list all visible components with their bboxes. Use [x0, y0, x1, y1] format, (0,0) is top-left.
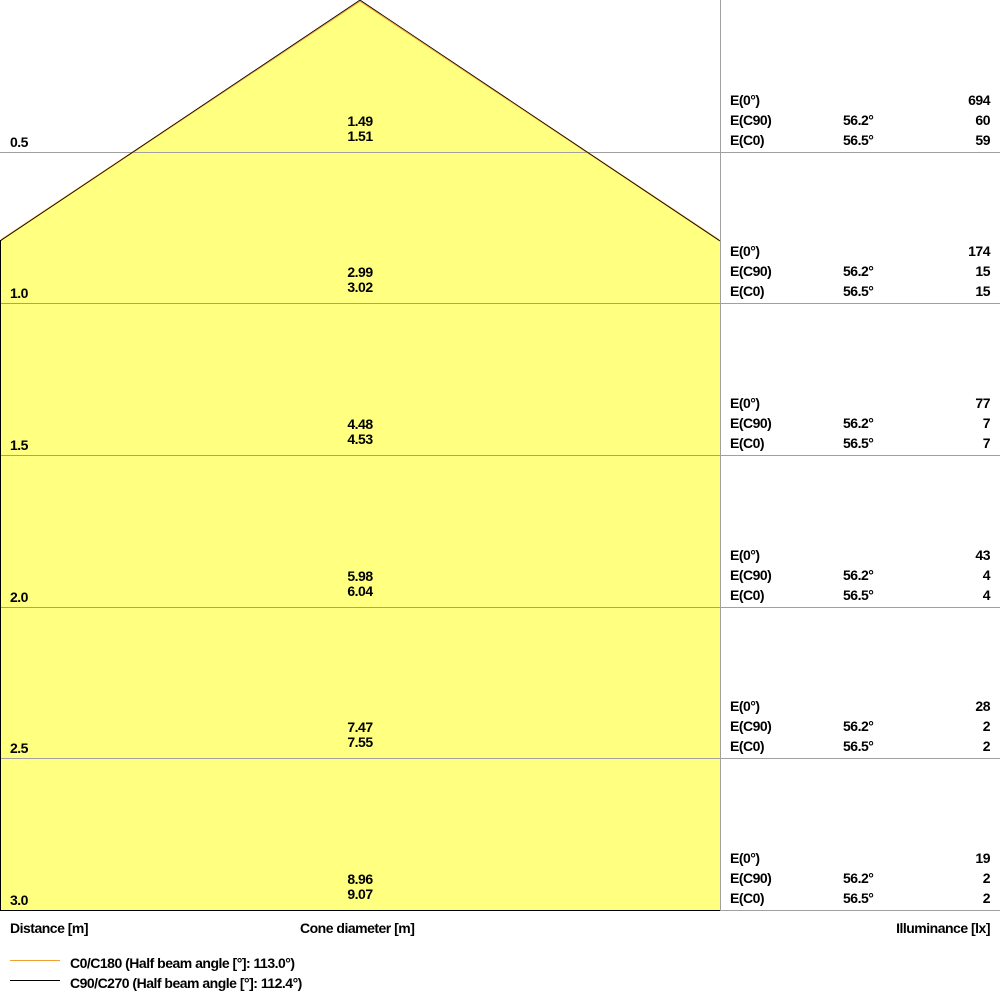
ec0-label: E(C0)	[730, 738, 765, 754]
e0-label: E(0°)	[730, 395, 760, 411]
cone-diameter-c0: 3.02	[347, 279, 373, 295]
cone-diameter-c90: 7.47	[347, 719, 373, 735]
e0-value: 19	[975, 850, 990, 866]
distance-label: 2.5	[10, 740, 28, 756]
distance-label: 1.5	[10, 437, 28, 453]
distance-axis-label: Distance [m]	[10, 920, 89, 936]
ec90-label: E(C90)	[730, 263, 772, 279]
ec0-label: E(C0)	[730, 283, 765, 299]
ec0-value: 4	[982, 587, 991, 603]
ec0-label: E(C0)	[730, 890, 765, 906]
ec0-value: 7	[982, 435, 991, 451]
ec90-angle: 56.2°	[843, 263, 874, 279]
ec90-label: E(C90)	[730, 112, 772, 128]
cone-diameter-c90: 4.48	[347, 416, 373, 432]
ec90-value: 60	[975, 112, 990, 128]
cone-diameter-c0: 9.07	[347, 886, 373, 902]
ec90-label: E(C90)	[730, 870, 772, 886]
e0-value: 77	[975, 395, 990, 411]
cone-diameter-c90: 8.96	[347, 871, 373, 887]
ec90-value: 4	[982, 567, 991, 583]
cone-diameter-c0: 7.55	[347, 734, 373, 750]
ec0-value: 2	[982, 890, 991, 906]
e0-value: 694	[968, 92, 990, 108]
ec0-value: 59	[975, 132, 990, 148]
e0-label: E(0°)	[730, 92, 760, 108]
ec90-label: E(C90)	[730, 718, 772, 734]
cone-diameter-c0: 4.53	[347, 431, 373, 447]
e0-label: E(0°)	[730, 547, 760, 563]
distance-label: 3.0	[10, 892, 28, 908]
ec0-label: E(C0)	[730, 132, 765, 148]
ec0-value: 2	[982, 738, 991, 754]
ec0-value: 15	[975, 283, 990, 299]
cone-diameter-c90: 1.49	[347, 113, 373, 129]
diameter-axis-label: Cone diameter [m]	[300, 920, 415, 936]
ec90-angle: 56.2°	[843, 870, 874, 886]
ec0-angle: 56.5°	[843, 283, 874, 299]
legend-c0-label: C0/C180 (Half beam angle [°]: 113.0°)	[70, 955, 295, 971]
cone-diameter-c0: 6.04	[347, 583, 373, 599]
e0-value: 43	[975, 547, 990, 563]
ec0-label: E(C0)	[730, 587, 765, 603]
ec0-angle: 56.5°	[843, 890, 874, 906]
ec90-value: 7	[982, 415, 991, 431]
ec90-value: 15	[975, 263, 990, 279]
ec90-value: 2	[982, 718, 991, 734]
ec90-value: 2	[982, 870, 991, 886]
cone-diameter-c90: 2.99	[347, 264, 373, 280]
e0-label: E(0°)	[730, 698, 760, 714]
e0-label: E(0°)	[730, 243, 760, 259]
legend-c90-label: C90/C270 (Half beam angle [°]: 112.4°)	[70, 975, 302, 991]
distance-label: 0.5	[10, 134, 28, 150]
e0-value: 174	[968, 243, 990, 259]
ec90-angle: 56.2°	[843, 718, 874, 734]
ec0-angle: 56.5°	[843, 435, 874, 451]
ec90-angle: 56.2°	[843, 567, 874, 583]
e0-label: E(0°)	[730, 850, 760, 866]
distance-label: 1.0	[10, 285, 28, 301]
ec90-label: E(C90)	[730, 567, 772, 583]
cone-diameter-c0: 1.51	[347, 128, 373, 144]
distance-label: 2.0	[10, 589, 28, 605]
illuminance-axis-label: Illuminance [lx]	[896, 920, 990, 936]
c90-beam-line	[0, 0, 721, 242]
ec0-angle: 56.5°	[843, 587, 874, 603]
cone-diameter-c90: 5.98	[347, 568, 373, 584]
ec0-angle: 56.5°	[843, 132, 874, 148]
ec90-angle: 56.2°	[843, 112, 874, 128]
ec0-angle: 56.5°	[843, 738, 874, 754]
e0-value: 28	[975, 698, 990, 714]
ec90-angle: 56.2°	[843, 415, 874, 431]
ec0-label: E(C0)	[730, 435, 765, 451]
ec90-label: E(C90)	[730, 415, 772, 431]
